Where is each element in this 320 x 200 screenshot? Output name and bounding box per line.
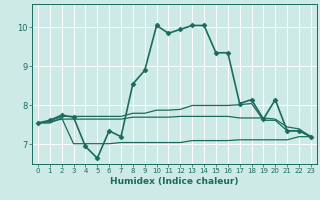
X-axis label: Humidex (Indice chaleur): Humidex (Indice chaleur) [110, 177, 239, 186]
